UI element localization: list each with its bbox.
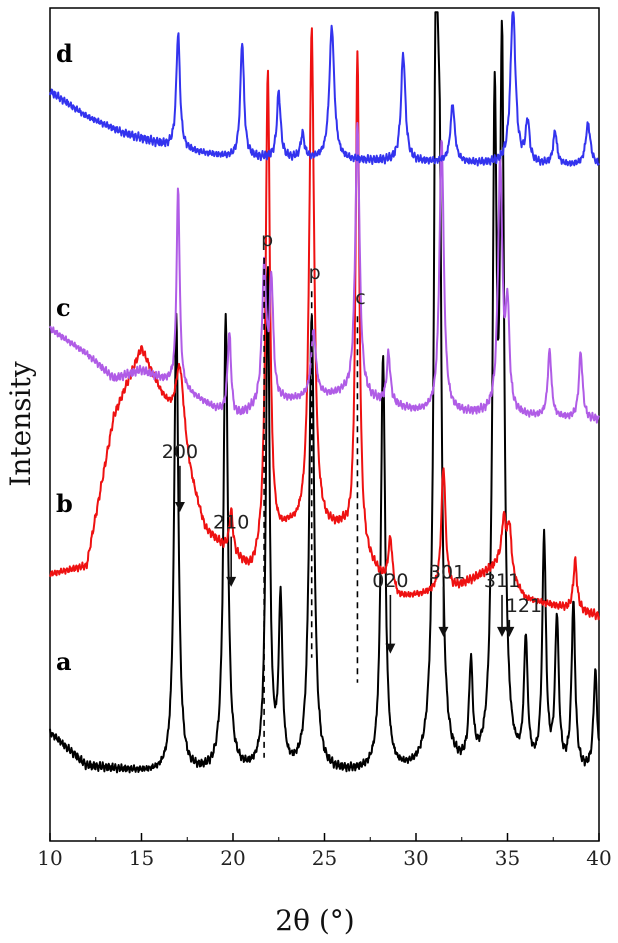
x-axis-label: 2θ (°) [275,904,354,937]
series-label-d: d [56,39,73,68]
x-tick-label: 20 [220,846,245,870]
phase-mark-label: p [261,229,273,251]
x-tick-label: 30 [403,846,428,870]
phase-marks-layer: p p c [261,229,366,758]
hkl-label: 311 [484,570,520,592]
hkl-arrow-head [174,501,185,512]
curves-layer: a b c d [49,11,600,774]
series-label-c: c [56,293,71,322]
series-line-d [49,11,600,167]
hkl-arrow-head [504,626,515,637]
x-tick-label: 25 [312,846,337,870]
x-tick-label: 35 [495,846,520,870]
series-line-a [49,11,600,774]
phase-mark-label: c [355,287,365,309]
x-tick-label: 40 [586,846,611,870]
x-tick-label: 15 [129,846,154,870]
series-line-b [49,27,600,621]
hkl-arrow-head [226,576,237,587]
hkl-arrow-head [385,643,396,654]
series-label-b: b [56,489,73,518]
hkl-label: 121 [506,595,542,617]
annotations-layer: 200 210 020 301 311 121 [162,441,542,654]
phase-mark-label: p [309,262,321,284]
x-axis-ticks: 10 15 20 25 30 35 40 [37,833,612,870]
series-line-c [49,122,600,424]
hkl-label: 210 [213,512,249,534]
hkl-label: 200 [162,441,198,463]
x-tick-label: 10 [37,846,62,870]
hkl-label: 301 [429,562,465,584]
y-axis-label: Intensity [4,361,37,487]
hkl-arrow-head [497,626,508,637]
series-label-a: a [56,647,72,676]
hkl-arrow-head [438,626,449,637]
hkl-label: 020 [372,570,408,592]
